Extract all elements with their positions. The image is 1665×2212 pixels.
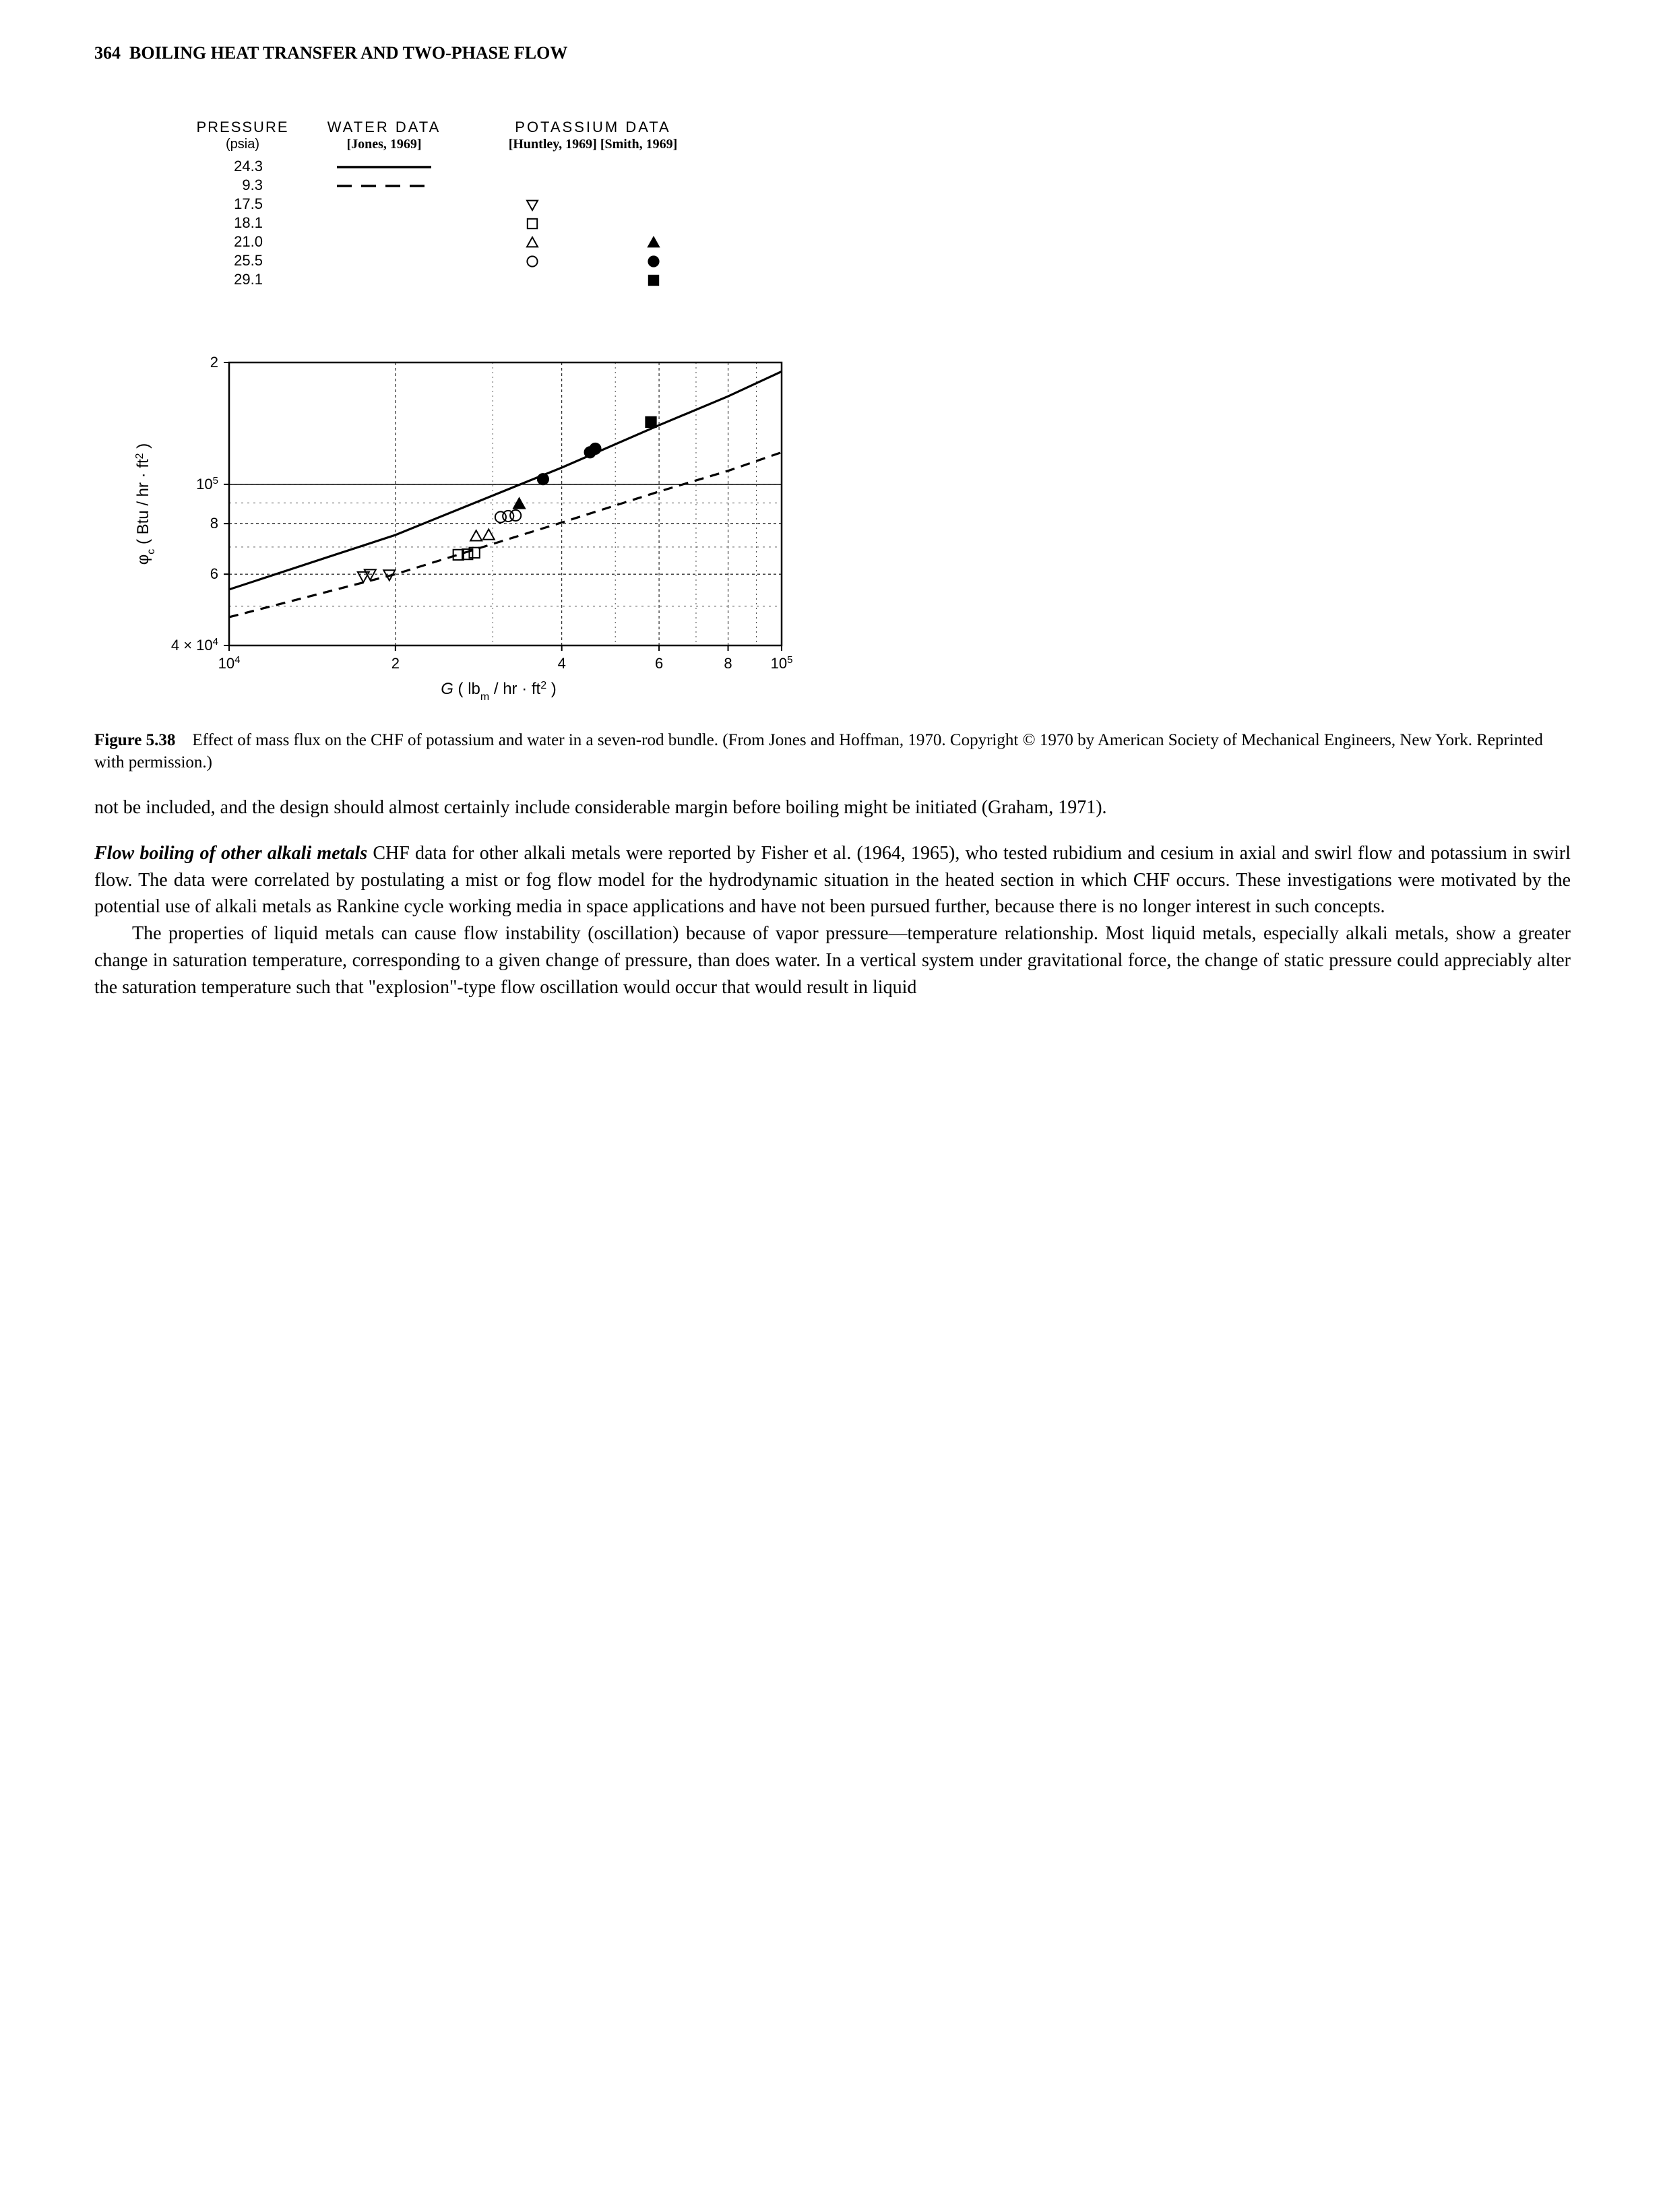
svg-text:6: 6 bbox=[655, 655, 663, 672]
svg-text:2: 2 bbox=[210, 354, 218, 371]
running-header: 364 BOILING HEAT TRANSFER AND TWO-PHASE … bbox=[94, 40, 1571, 66]
svg-text:25.5: 25.5 bbox=[234, 252, 263, 269]
running-title: BOILING HEAT TRANSFER AND TWO-PHASE FLOW bbox=[129, 43, 567, 63]
svg-text:PRESSURE: PRESSURE bbox=[196, 119, 288, 135]
svg-text:24.3: 24.3 bbox=[234, 158, 263, 175]
svg-text:6: 6 bbox=[210, 565, 218, 582]
svg-text:[Jones, 1969]: [Jones, 1969] bbox=[346, 137, 421, 152]
svg-text:8: 8 bbox=[210, 515, 218, 532]
svg-text:18.1: 18.1 bbox=[234, 214, 263, 231]
paragraph-continuation: not be included, and the design should a… bbox=[94, 794, 1571, 821]
svg-text:105: 105 bbox=[196, 474, 218, 493]
svg-text:G ( lbm / hr · ft2 ): G ( lbm / hr · ft2 ) bbox=[441, 679, 557, 702]
svg-text:(psia): (psia) bbox=[226, 137, 259, 152]
svg-text:21.0: 21.0 bbox=[234, 233, 263, 250]
inline-heading: Flow boiling of other alkali metals bbox=[94, 843, 367, 864]
svg-text:17.5: 17.5 bbox=[234, 195, 263, 212]
figure-caption: Figure 5.38 Effect of mass flux on the C… bbox=[94, 729, 1571, 775]
figure-label: Figure 5.38 bbox=[94, 731, 175, 749]
svg-text:105: 105 bbox=[771, 654, 793, 672]
svg-text:8: 8 bbox=[724, 655, 732, 672]
svg-text:29.1: 29.1 bbox=[234, 271, 263, 288]
paragraph-alkali: Flow boiling of other alkali metals CHF … bbox=[94, 840, 1571, 920]
figure-caption-text: Effect of mass flux on the CHF of potass… bbox=[94, 731, 1543, 772]
svg-text:2: 2 bbox=[391, 655, 400, 672]
paragraph-instability: The properties of liquid metals can caus… bbox=[94, 920, 1571, 1001]
svg-text:104: 104 bbox=[218, 654, 241, 672]
svg-text:WATER DATA: WATER DATA bbox=[327, 119, 441, 135]
svg-text:4: 4 bbox=[558, 655, 566, 672]
svg-text:9.3: 9.3 bbox=[242, 177, 263, 193]
svg-text:[Huntley, 1969] [Smith, 1969]: [Huntley, 1969] [Smith, 1969] bbox=[509, 137, 678, 152]
figure-5-38: PRESSURE (psia) WATER DATA POTASSIUM DATA [J… bbox=[94, 100, 1571, 775]
body-text: not be included, and the design should a… bbox=[94, 794, 1571, 1001]
chart-svg: PRESSURE (psia) WATER DATA POTASSIUM DATA [J… bbox=[94, 100, 836, 720]
svg-text:φc ( Btu / hr · ft2 ): φc ( Btu / hr · ft2 ) bbox=[134, 443, 157, 565]
svg-text:POTASSIUM DATA: POTASSIUM DATA bbox=[515, 119, 670, 135]
page-number: 364 bbox=[94, 43, 121, 63]
svg-text:4 × 104: 4 × 104 bbox=[171, 635, 218, 654]
